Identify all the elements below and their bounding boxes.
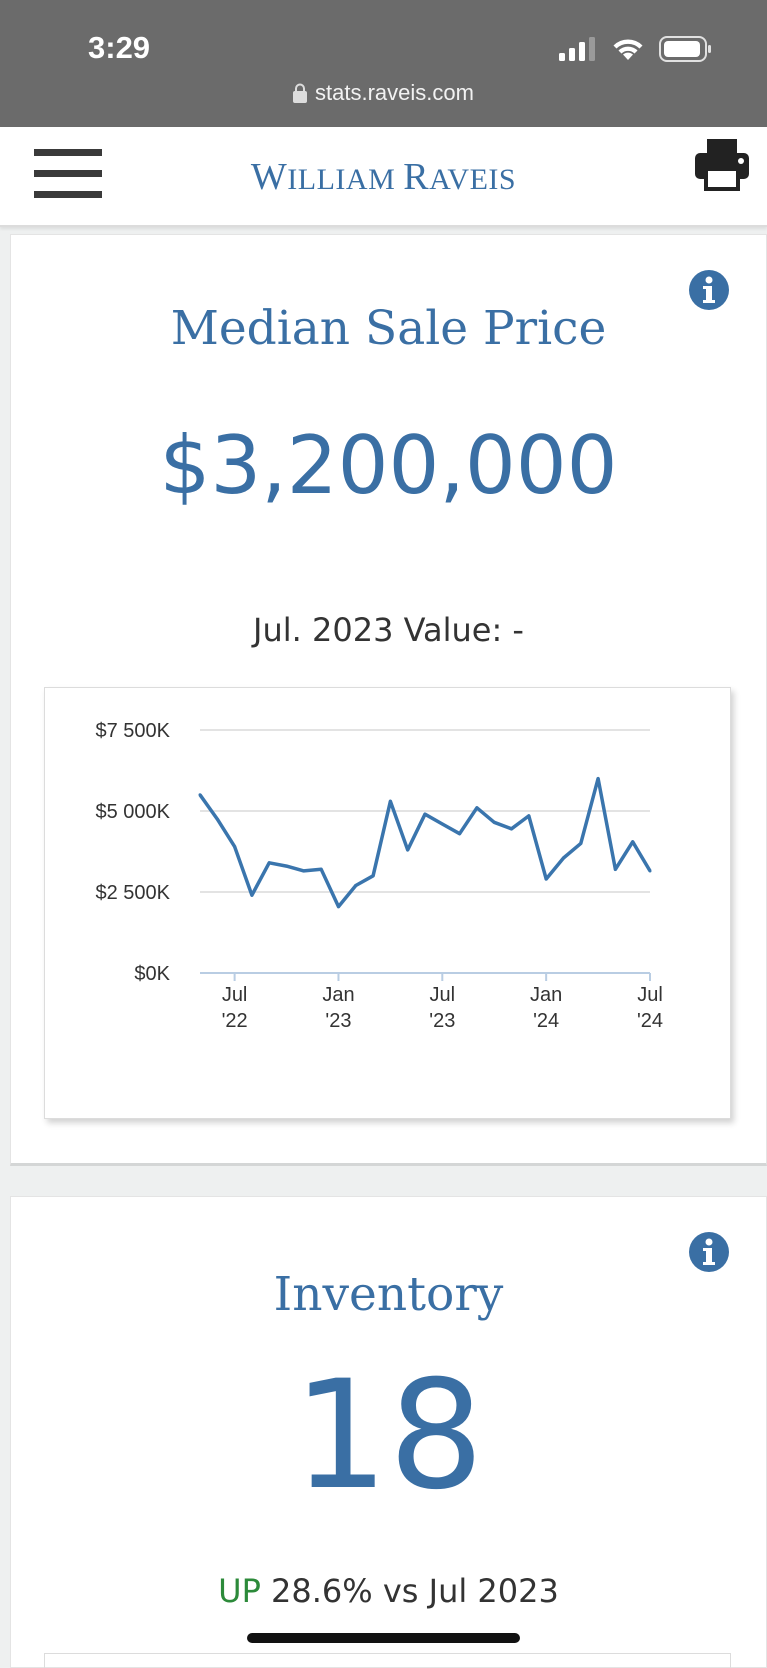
x-tick-label-year: '22 xyxy=(222,1010,248,1032)
x-tick-label-year: '24 xyxy=(637,1010,663,1032)
data-point xyxy=(492,820,496,824)
data-point xyxy=(319,867,323,871)
logo-w: W xyxy=(250,156,288,198)
median-price-value: $3,200,000 xyxy=(159,419,618,512)
lock-icon xyxy=(293,83,308,103)
x-tick-label-year: '23 xyxy=(429,1010,455,1032)
x-tick-label: Jul xyxy=(430,984,456,1006)
signal-icon xyxy=(559,37,595,61)
y-tick-label: $0K xyxy=(134,963,170,985)
data-point xyxy=(527,814,531,818)
wifi-icon xyxy=(613,39,643,60)
william-raveis-logo[interactable]: WILLIAM RAVEIS xyxy=(0,155,767,199)
data-point xyxy=(423,812,427,816)
menu-bar-bottom xyxy=(34,191,102,198)
data-point xyxy=(215,817,219,821)
data-point xyxy=(544,877,548,881)
median-price-chart: $0K $2 500K $5 000K $7 500K Jul '22 Jan '23 Jul '… xyxy=(44,687,731,1119)
menu-button[interactable] xyxy=(34,149,102,201)
info-icon[interactable] xyxy=(688,269,730,311)
logo-aveis: AVEIS xyxy=(429,163,517,196)
series-line xyxy=(198,776,652,909)
data-point xyxy=(406,848,410,852)
data-point xyxy=(267,861,271,865)
data-point xyxy=(371,874,375,878)
data-point xyxy=(198,793,202,797)
chart-box-top-edge xyxy=(44,1653,731,1668)
y-tick-label: $5 000K xyxy=(95,801,170,823)
data-point xyxy=(250,893,254,897)
y-tick-label: $7 500K xyxy=(95,720,170,742)
data-point xyxy=(388,799,392,803)
data-point xyxy=(336,905,340,909)
logo-illiam: ILLIAM xyxy=(287,163,404,196)
trend-detail: 28.6% vs Jul 2023 xyxy=(271,1572,559,1610)
x-tick-label: Jul xyxy=(222,984,248,1006)
trend-text: UP 28.6% vs Jul 2023 xyxy=(11,1572,766,1610)
url-text: stats.raveis.com xyxy=(315,80,474,105)
data-point xyxy=(631,840,635,844)
data-point xyxy=(561,856,565,860)
data-point xyxy=(648,869,652,873)
x-tick-label: Jan xyxy=(322,984,354,1006)
menu-bar-top xyxy=(34,149,102,156)
data-point xyxy=(596,777,600,781)
x-tick-label: Jan xyxy=(530,984,562,1006)
data-point xyxy=(458,832,462,836)
data-point xyxy=(613,867,617,871)
data-point xyxy=(440,822,444,826)
card-title: Median Sale Price xyxy=(170,301,607,356)
trend-direction: UP xyxy=(218,1572,261,1610)
print-icon[interactable] xyxy=(693,137,751,195)
home-indicator[interactable] xyxy=(247,1633,520,1643)
data-point xyxy=(579,841,583,845)
inventory-value: 18 xyxy=(293,1349,484,1523)
comparison-value: Jul. 2023 Value: - xyxy=(253,611,524,649)
data-point xyxy=(354,884,358,888)
data-point xyxy=(475,806,479,810)
y-tick-label: $2 500K xyxy=(95,882,170,904)
app-header: WILLIAM RAVEIS xyxy=(0,127,767,227)
median-sale-price-card: Median Sale Price $3,200,000 Jul. 2023 V… xyxy=(10,234,767,1166)
logo-r: R xyxy=(403,156,430,198)
chart-svg: $0K $2 500K $5 000K $7 500K Jul '22 Jan '23 Jul '… xyxy=(95,720,663,1032)
url-bar[interactable]: stats.raveis.com xyxy=(0,80,767,106)
x-tick-label-year: '24 xyxy=(533,1010,559,1032)
status-time: 3:29 xyxy=(88,30,151,65)
card-title: Inventory xyxy=(273,1267,504,1322)
data-point xyxy=(510,827,514,831)
status-bar: 3:29 stats.raveis.com xyxy=(0,0,767,127)
x-tick-label-year: '23 xyxy=(325,1010,351,1032)
status-icons xyxy=(559,36,713,62)
inventory-card: Inventory 18 UP 28.6% vs Jul 2023 xyxy=(10,1196,767,1668)
data-point xyxy=(233,845,237,849)
battery-icon xyxy=(659,36,711,62)
data-point xyxy=(285,864,289,868)
x-tick-label: Jul xyxy=(637,984,663,1006)
data-point xyxy=(302,869,306,873)
info-icon[interactable] xyxy=(688,1231,730,1273)
menu-bar-middle xyxy=(34,170,102,177)
